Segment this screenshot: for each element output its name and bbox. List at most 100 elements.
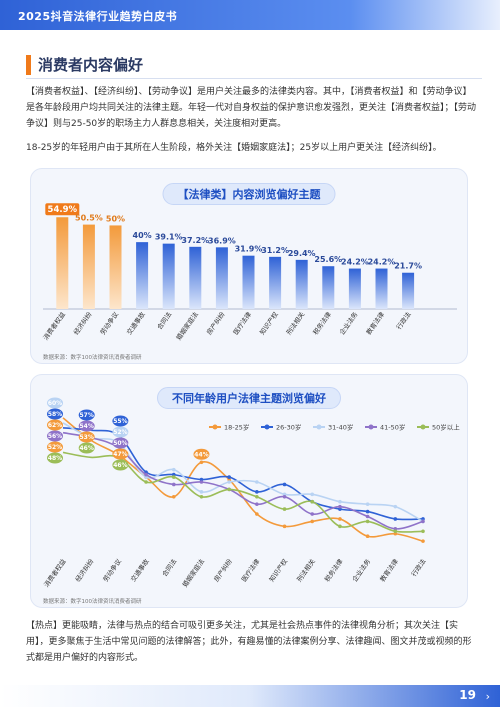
series-point <box>393 529 398 534</box>
line-category-label: 房产纠纷 <box>212 557 235 584</box>
series-point <box>199 477 204 482</box>
bar <box>375 268 388 309</box>
series-point <box>171 472 176 477</box>
age-paragraph: 18-25岁的年轻用户由于其所在人生阶段，格外关注【婚姻家庭法】；25岁以上用户… <box>26 143 442 153</box>
series-point <box>227 480 231 484</box>
bar <box>322 266 335 309</box>
bar-value-label: 50.5% <box>75 214 103 223</box>
series-point <box>171 494 176 499</box>
bar <box>242 255 255 309</box>
series-point <box>227 475 231 479</box>
series-point <box>227 477 231 482</box>
bar-chart-title: 【法律类】内容浏览偏好主题 <box>162 183 336 205</box>
bar-category-label: 交通事故 <box>124 310 147 337</box>
section-header: 消费者内容偏好 <box>26 52 482 79</box>
bar-category-label: 合同法 <box>155 310 174 332</box>
series-point <box>255 480 259 484</box>
bar-category-label: 医疗法律 <box>231 310 254 337</box>
bar-value-label: 54.9% <box>48 205 78 215</box>
series-point <box>310 499 315 504</box>
line-start-label-bubble <box>47 452 63 464</box>
series-point <box>338 517 342 521</box>
intro-paragraph: 【消费者权益】、【经济纠纷】、【劳动争议】是用户关注最多的法律类内容。其中，【消… <box>26 87 477 129</box>
series-point <box>338 507 342 511</box>
bar <box>402 272 415 309</box>
bar <box>56 217 69 309</box>
line-third-label-bubble <box>112 459 129 471</box>
line-category-label: 婚姻家庭法 <box>180 557 206 589</box>
section-title: 消费者内容偏好 <box>38 56 144 74</box>
line-start-label: 58% <box>48 411 62 418</box>
legend-marker <box>316 424 322 430</box>
bar-value-label: 24.2% <box>341 258 369 267</box>
series-point <box>365 519 370 524</box>
bar <box>348 268 361 309</box>
section-divider <box>26 78 482 79</box>
bar-category-label: 经济纠纷 <box>71 310 94 337</box>
series-point <box>338 499 342 504</box>
bar-value-label: 31.9% <box>235 245 263 254</box>
series-point <box>365 514 370 519</box>
series-point <box>282 482 287 487</box>
line-third-label: 46% <box>113 462 127 469</box>
line-third-label-bubble <box>112 415 129 427</box>
line-chart-card: 不同年龄用户法律主题浏览偏好 18-25岁 26-30岁 31-40岁 41-50岁 5… <box>30 374 468 608</box>
series-point <box>421 519 425 524</box>
bar <box>295 259 308 309</box>
line-third-label-bubble <box>112 426 129 438</box>
bar-category-label: 刑法相关 <box>284 310 307 337</box>
bar <box>162 243 175 309</box>
legend-label: 50岁以上 <box>432 423 460 432</box>
series-point <box>144 480 148 484</box>
line-second-label: 46% <box>80 445 94 452</box>
line-second-label: 57% <box>80 412 94 419</box>
bar-value-label: 24.2% <box>368 258 396 267</box>
series-point <box>282 507 287 511</box>
legend-label: 26-30岁 <box>276 423 301 432</box>
bar-value-label: 40% <box>133 231 152 240</box>
line-third-label-bubble <box>112 437 129 449</box>
page-number: 19 <box>459 688 476 702</box>
series-point <box>338 504 342 509</box>
line-start-label: 62% <box>48 422 62 429</box>
series-point <box>255 494 259 499</box>
series-point <box>421 539 425 543</box>
series-point <box>365 534 370 539</box>
line-chart-source: 数据来源：数字100法律资讯消费者调研 <box>43 599 142 605</box>
line-category-label: 经济纠纷 <box>73 557 96 584</box>
bar-value-label: 36.9% <box>208 236 236 245</box>
line-second-label-bubble <box>78 442 95 454</box>
bar-value-label: 39.1% <box>155 233 183 242</box>
bar-top-badge <box>45 203 80 216</box>
bar-value-label: 31.2% <box>261 246 289 255</box>
bar-category-label: 房产纠纷 <box>204 310 227 337</box>
series-point <box>421 529 425 534</box>
legend-marker <box>420 424 426 430</box>
legend-label: 41-50岁 <box>380 423 405 432</box>
line-category-label: 知识产权 <box>267 557 290 584</box>
footer-bar: 19 › <box>0 685 500 707</box>
line-second-label-bubble <box>78 409 95 421</box>
series-point <box>144 472 148 477</box>
line-category-label: 消费者权益 <box>42 557 68 589</box>
bar-value-label: 21.7% <box>394 262 422 271</box>
series-point <box>310 512 315 516</box>
section-accent-bar <box>26 55 31 75</box>
line-category-label: 医疗法律 <box>239 557 262 584</box>
series-point <box>338 524 342 529</box>
line-chart-title: 不同年龄用户法律主题浏览偏好 <box>157 387 341 409</box>
series-point <box>171 475 176 479</box>
series-point <box>421 517 425 521</box>
line-start-label-bubble <box>47 430 63 442</box>
chevron-right-icon: › <box>485 690 490 703</box>
bar-chart-card: 【法律类】内容浏览偏好主题 54.9% 消费者权益 50.5% 经济纠纷 50% 劳动争议… <box>30 168 468 364</box>
header-bar: 2025抖音法律行业趋势白皮书 <box>0 0 500 30</box>
series-point <box>393 527 398 531</box>
bar-chart: 54.9% 消费者权益 50.5% 经济纠纷 50% 劳动争议 40% 交通事故 39.1% 合同… <box>41 203 457 342</box>
series-point <box>227 487 231 492</box>
line-peak-label-bubble <box>193 448 210 460</box>
bar-value-label: 29.4% <box>288 249 316 258</box>
line-category-label: 刑法相关 <box>295 557 318 584</box>
bar <box>269 256 282 309</box>
series-point <box>255 490 259 494</box>
